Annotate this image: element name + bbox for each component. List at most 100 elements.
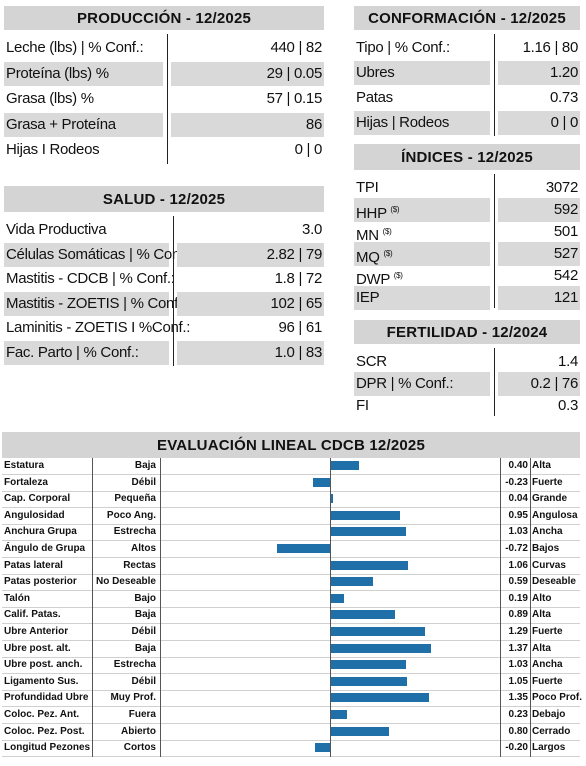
lineal-value: 1.37	[508, 642, 528, 654]
fertilidad-row-value: 0.3	[558, 397, 578, 414]
lineal-low-label: Bajo	[134, 592, 156, 604]
produccion-row-label-text: Leche (lbs) | % Conf.:	[6, 39, 144, 56]
salud-row: Mastitis - CDCB | % Conf.: 1.8 | 72	[4, 267, 324, 291]
indices-row-label-text: TPI	[356, 179, 379, 196]
conformacion-row-label-text: Tipo | % Conf.:	[356, 39, 450, 56]
lineal-value: 0.23	[508, 709, 528, 720]
lineal-trait-name: Ubre post. alt.	[4, 642, 71, 654]
lineal-high-label: Deseable	[532, 576, 576, 588]
indices-row: DWP ($) 542	[354, 264, 580, 288]
lineal-low-label: Baja	[134, 460, 156, 471]
produccion-panel: PRODUCCIÓN - 12/2025 Leche (lbs) | % Con…	[4, 6, 324, 164]
salud-row-label-text: Mastitis - CDCB | % Conf.:	[6, 270, 175, 288]
lineal-high-label: Poco Prof.	[532, 692, 583, 704]
conformacion-row: Patas 0.73	[354, 86, 580, 110]
lineal-trait-name: Anchura Grupa	[4, 526, 77, 538]
salud-row-label-text: Fac. Parto | % Conf.:	[6, 344, 139, 361]
lineal-low-divider	[160, 458, 161, 757]
conformacion-panel: CONFORMACIÓN - 12/2025 Tipo | % Conf.: 1.…	[354, 6, 580, 136]
lineal-trait-name: Fortaleza	[4, 476, 48, 488]
indices-row-value: 501	[553, 223, 578, 240]
produccion-row-label: Proteína (lbs) %	[4, 61, 163, 86]
lineal-trait-name: Ubre Anterior	[4, 626, 69, 637]
indices-row-unit: ($)	[393, 271, 403, 280]
lineal-trait-name: Ubre post. anch.	[4, 659, 83, 671]
produccion-row-label-text: Proteína (lbs) %	[6, 64, 109, 82]
fertilidad-row-label: DPR | % Conf.:	[354, 372, 490, 396]
lineal-low-label: Muy Prof.	[110, 692, 156, 704]
produccion-row: Leche (lbs) | % Conf.: 440 | 82	[4, 36, 324, 60]
produccion-row-label: Grasa + Proteína	[4, 112, 163, 137]
lineal-trait-name: Estatura	[4, 460, 45, 471]
produccion-row: Grasa + Proteína 86	[4, 112, 324, 137]
fertilidad-row-label: FI	[354, 394, 490, 418]
lineal-bar	[330, 726, 389, 736]
fertilidad-row: SCR 1.4	[354, 350, 580, 374]
lineal-row: Ángulo de Grupa Altos -0.72 Bajos	[2, 541, 580, 558]
salud-row-value: 102 | 65	[177, 291, 324, 316]
lineal-row: Longitud Pezones Cortos -0.20 Largos	[2, 740, 580, 758]
conformacion-row: Ubres 1.20	[354, 61, 580, 85]
fertilidad-row-label-text: DPR | % Conf.:	[356, 375, 454, 392]
lineal-low-label: Baja	[134, 642, 156, 654]
lineal-row: Cap. Corporal Pequeña 0.04 Grande	[2, 491, 580, 509]
lineal-bar	[330, 560, 408, 570]
lineal-bar	[277, 544, 330, 553]
lineal-bar	[315, 743, 330, 753]
salud-column-divider	[173, 216, 174, 366]
fertilidad-row-value: 0.2 | 76	[498, 372, 580, 396]
conformacion-row-value: 0 | 0	[498, 111, 580, 135]
indices-row-value: 3072	[545, 179, 578, 196]
lineal-high-label: Alta	[532, 460, 551, 471]
salud-row-value: 1.0 | 83	[177, 341, 324, 365]
conformacion-row-label: Patas	[354, 86, 490, 110]
lineal-low-label: Cortos	[123, 742, 156, 754]
lineal-low-label: Poco Ang.	[106, 509, 156, 521]
indices-row-label-text: MN	[356, 227, 379, 244]
lineal-high-label: Grande	[532, 493, 568, 505]
salud-row: Mastitis - ZOETIS | % Conf.: 102 | 65	[4, 291, 324, 316]
produccion-row-value: 86	[171, 112, 324, 137]
lineal-value: -0.72	[505, 543, 528, 554]
indices-panel: ÍNDICES - 12/2025 TPI 3072 HHP ($) 592 MN ($…	[354, 144, 580, 312]
lineal-bar	[330, 527, 406, 537]
lineal-value: 1.05	[508, 675, 528, 687]
salud-row: Laminitis - ZOETIS I %Conf.: 96 | 61	[4, 316, 324, 340]
lineal-low-label: Pequeña	[114, 493, 156, 505]
salud-row: Células Somáticas | % Conf.: 2.82 | 79	[4, 242, 324, 267]
indices-row-label: HHP ($)	[354, 198, 490, 222]
salud-row-label: Mastitis - CDCB | % Conf.:	[4, 267, 175, 291]
lineal-zero-axis	[330, 458, 331, 757]
produccion-row-label-text: Grasa (lbs) %	[6, 90, 94, 107]
lineal-high-label: Largos	[532, 742, 566, 754]
lineal-trait-name: Ángulo de Grupa	[4, 543, 86, 554]
salud-row-label: Células Somáticas | % Conf.:	[4, 242, 192, 267]
lineal-value: -0.20	[505, 742, 528, 754]
conformacion-row-label-text: Ubres	[356, 64, 395, 81]
lineal-bar	[330, 461, 360, 470]
lineal-value: 1.35	[508, 692, 528, 704]
lineal-value: 0.95	[508, 509, 528, 521]
lineal-value: 1.03	[508, 659, 528, 671]
conformacion-row-label: Ubres	[354, 61, 490, 85]
lineal-trait-name: Calif. Patas.	[4, 609, 61, 621]
fertilidad-row-label: SCR	[354, 350, 490, 374]
lineal-row: Ubre Anterior Débil 1.29 Fuerte	[2, 624, 580, 641]
salud-title: SALUD - 12/2025	[4, 186, 324, 212]
lineal-value: 0.59	[508, 576, 528, 588]
lineal-value-divider	[500, 458, 501, 757]
lineal-low-label: Fuera	[128, 709, 156, 720]
lineal-trait-name: Angulosidad	[4, 509, 65, 521]
lineal-trait-name: Longitud Pezones	[4, 742, 91, 754]
conformacion-row: Hijas | Rodeos 0 | 0	[354, 111, 580, 135]
lineal-value: 0.80	[508, 725, 528, 737]
indices-row-value: 592	[498, 198, 580, 222]
lineal-high-label: Cerrado	[532, 725, 571, 737]
lineal-row: Profundidad Ubre Muy Prof. 1.35 Poco Prof.	[2, 690, 583, 708]
lineal-value: 0.89	[508, 609, 528, 621]
salud-row-label-text: Células Somáticas | % Conf.:	[6, 245, 192, 263]
lineal-value: 1.03	[508, 526, 528, 538]
conformacion-row-value: 0.73	[550, 89, 578, 106]
produccion-row-label-text: Hijas I Rodeos	[6, 141, 100, 158]
indices-row-unit: ($)	[382, 227, 392, 236]
